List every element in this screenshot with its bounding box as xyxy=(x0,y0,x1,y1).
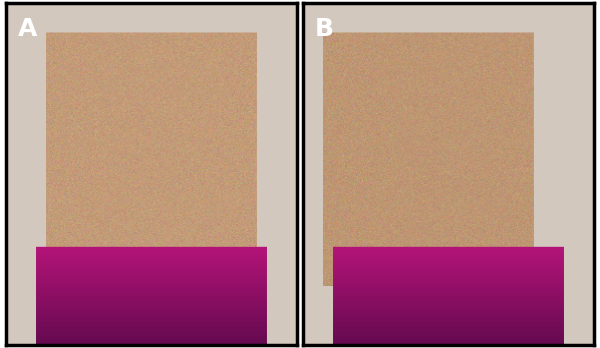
Text: A: A xyxy=(17,17,37,41)
Text: B: B xyxy=(314,17,334,41)
